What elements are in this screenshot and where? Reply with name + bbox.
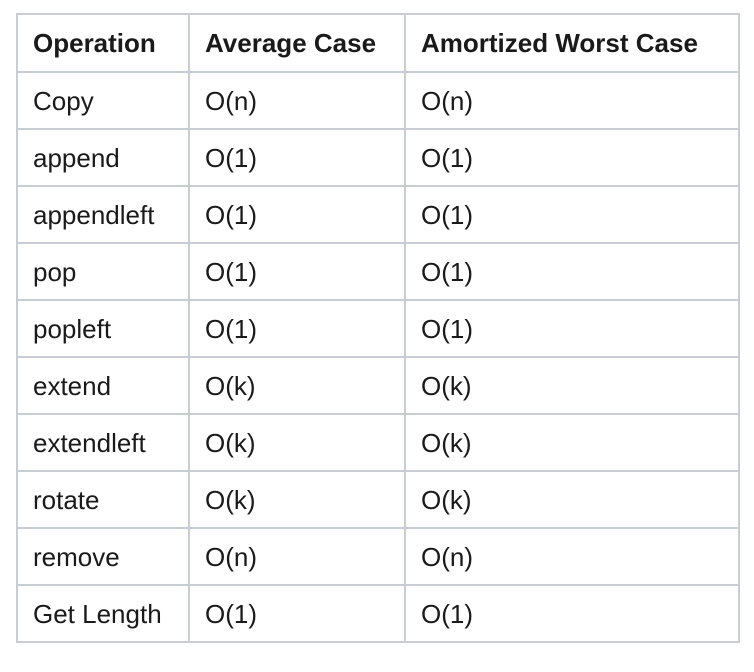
header-average-case: Average Case: [188, 13, 406, 73]
complexity-table-container: Operation Average Case Amortized Worst C…: [16, 13, 740, 643]
cell-average-case: O(1): [188, 242, 406, 301]
cell-amortized-worst-case: O(k): [404, 356, 740, 415]
cell-average-case: O(n): [188, 527, 406, 586]
header-row: Operation Average Case Amortized Worst C…: [16, 13, 740, 73]
cell-average-case: O(1): [188, 128, 406, 187]
table-row: popleft O(1) O(1): [16, 299, 740, 358]
cell-operation: rotate: [16, 470, 190, 529]
header-operation: Operation: [16, 13, 190, 73]
table-row: pop O(1) O(1): [16, 242, 740, 301]
cell-amortized-worst-case: O(1): [404, 584, 740, 643]
table-body: Copy O(n) O(n) append O(1) O(1) appendle…: [16, 71, 740, 643]
cell-average-case: O(1): [188, 584, 406, 643]
cell-operation: extend: [16, 356, 190, 415]
cell-amortized-worst-case: O(k): [404, 470, 740, 529]
cell-average-case: O(1): [188, 299, 406, 358]
cell-amortized-worst-case: O(1): [404, 128, 740, 187]
cell-amortized-worst-case: O(1): [404, 299, 740, 358]
table-row: extendleft O(k) O(k): [16, 413, 740, 472]
cell-average-case: O(k): [188, 413, 406, 472]
cell-operation: extendleft: [16, 413, 190, 472]
cell-average-case: O(n): [188, 71, 406, 130]
table-row: append O(1) O(1): [16, 128, 740, 187]
header-amortized-worst-case: Amortized Worst Case: [404, 13, 740, 73]
table-row: extend O(k) O(k): [16, 356, 740, 415]
cell-average-case: O(k): [188, 470, 406, 529]
cell-operation: Get Length: [16, 584, 190, 643]
cell-operation: appendleft: [16, 185, 190, 244]
cell-operation: remove: [16, 527, 190, 586]
cell-amortized-worst-case: O(n): [404, 527, 740, 586]
table-row: rotate O(k) O(k): [16, 470, 740, 529]
cell-average-case: O(1): [188, 185, 406, 244]
cell-amortized-worst-case: O(1): [404, 185, 740, 244]
cell-operation: append: [16, 128, 190, 187]
table-row: Copy O(n) O(n): [16, 71, 740, 130]
complexity-table: Operation Average Case Amortized Worst C…: [16, 13, 740, 643]
cell-operation: popleft: [16, 299, 190, 358]
table-row: Get Length O(1) O(1): [16, 584, 740, 643]
cell-average-case: O(k): [188, 356, 406, 415]
cell-amortized-worst-case: O(n): [404, 71, 740, 130]
cell-operation: Copy: [16, 71, 190, 130]
table-header: Operation Average Case Amortized Worst C…: [16, 13, 740, 73]
cell-amortized-worst-case: O(1): [404, 242, 740, 301]
cell-operation: pop: [16, 242, 190, 301]
table-row: remove O(n) O(n): [16, 527, 740, 586]
table-row: appendleft O(1) O(1): [16, 185, 740, 244]
cell-amortized-worst-case: O(k): [404, 413, 740, 472]
